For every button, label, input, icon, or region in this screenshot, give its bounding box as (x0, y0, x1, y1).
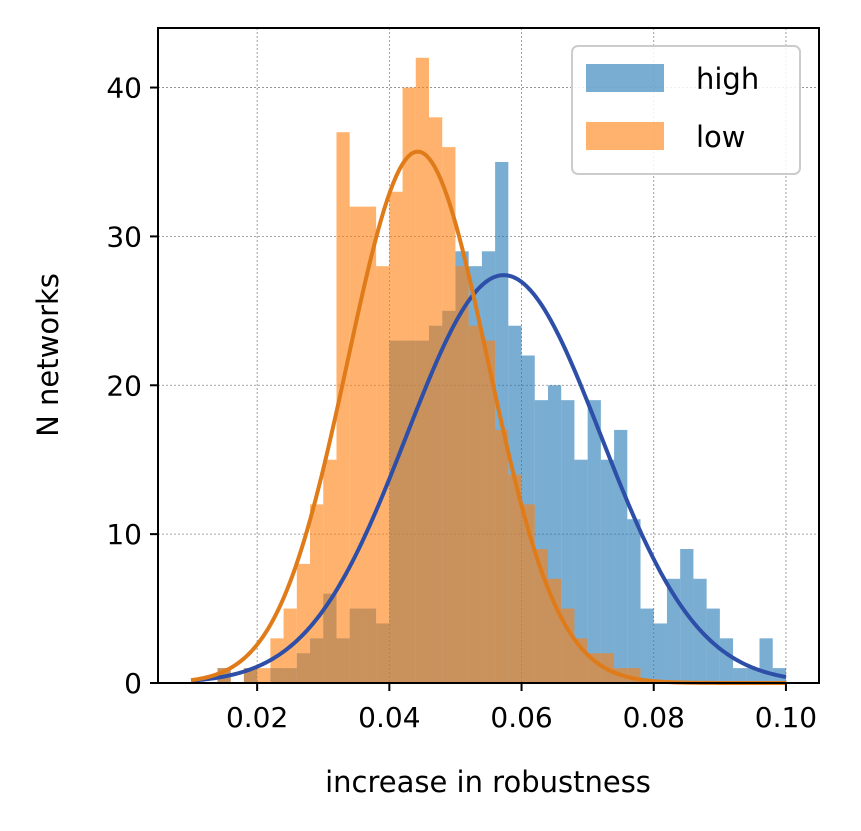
y-tick-label: 30 (106, 220, 142, 253)
legend-label-high: high (696, 62, 759, 96)
bar-low (310, 504, 324, 683)
bar-high (627, 519, 641, 683)
bar-low (415, 57, 430, 684)
y-tick-label: 10 (106, 518, 142, 551)
bar-low (508, 474, 522, 683)
plot-frame (157, 27, 820, 684)
bar-low (336, 132, 350, 684)
x-axis-label: increase in robustness (325, 765, 651, 799)
bar-high (719, 638, 734, 683)
bar-low (349, 206, 363, 684)
bar-low (481, 340, 496, 683)
bar-low (429, 117, 443, 684)
y-tick-label: 0 (124, 667, 142, 700)
bar-high (706, 608, 720, 683)
bar-high (759, 638, 773, 683)
fit-curve-high (190, 273, 787, 683)
bar-low (495, 429, 509, 683)
x-tick-label: 0.02 (226, 701, 288, 734)
legend-label-low: low (696, 120, 746, 154)
bar-low (270, 638, 284, 683)
bar-low (296, 563, 311, 683)
histogram-bars (217, 57, 786, 684)
bar-high (600, 459, 615, 683)
y-tick-label: 20 (106, 369, 142, 402)
y-axis-label: N networks (31, 273, 65, 437)
bar-low (362, 206, 377, 684)
bar-low (521, 504, 535, 683)
x-tick-label: 0.04 (358, 701, 420, 734)
bar-high (640, 608, 654, 683)
bar-high (733, 668, 747, 683)
bar-high (614, 429, 628, 683)
bar-low (402, 87, 416, 683)
legend-swatch-low (586, 122, 664, 150)
bar-low (257, 668, 271, 683)
bar-low (547, 578, 562, 683)
y-tick-label: 40 (106, 72, 142, 105)
bar-low (376, 266, 390, 683)
x-tick-label: 0.06 (490, 701, 552, 734)
bar-low (587, 653, 601, 683)
bar-high (587, 400, 601, 683)
x-tick-label: 0.08 (623, 701, 685, 734)
legend-swatch-high (586, 64, 664, 92)
bar-low (323, 459, 337, 683)
bar-low (389, 191, 403, 683)
axis-ticks: 0.02 0.04 0.06 0.08 0.10 0 10 20 30 40 (106, 72, 817, 734)
bar-high (746, 668, 760, 683)
bar-low (442, 147, 456, 683)
x-tick-label: 0.10 (755, 701, 817, 734)
legend: high low (571, 45, 801, 175)
bar-high (666, 578, 681, 683)
bar-low (455, 266, 469, 683)
bar-high (653, 623, 667, 683)
bar-high (574, 459, 588, 683)
bar-low (468, 325, 482, 683)
